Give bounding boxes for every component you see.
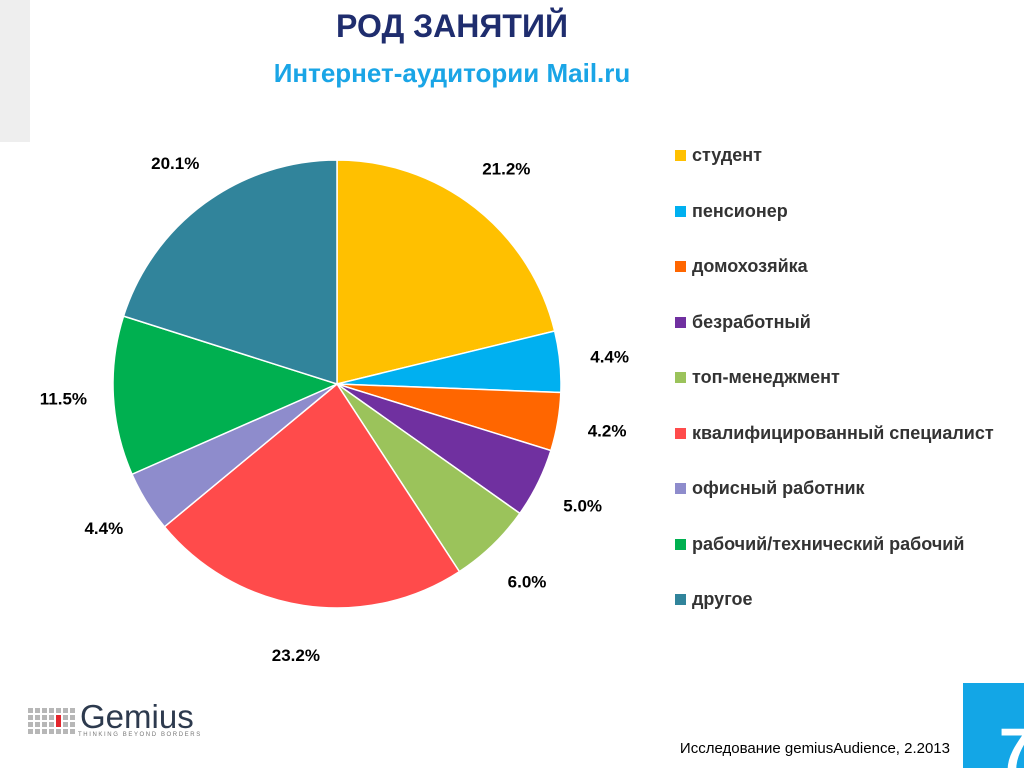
data-label-8: 20.1%: [151, 154, 199, 173]
data-label-4: 6.0%: [508, 572, 547, 591]
pie-slice-5: [163, 382, 461, 609]
page-subtitle: Интернет-аудитории Mail.ru: [273, 58, 631, 88]
gemius-logo-icon: [28, 708, 75, 734]
data-label-0: 21.2%: [482, 160, 530, 179]
legend-label-1: пенсионер: [692, 200, 788, 221]
legend-item-5: квалифицированный специалист: [675, 423, 1020, 479]
page-number-box: 7: [963, 683, 1024, 768]
legend-label-2: домохозяйка: [692, 256, 808, 276]
data-label-6: 4.4%: [84, 519, 123, 538]
legend-swatch-8: [675, 594, 686, 605]
legend-item-3: безработный: [675, 312, 1020, 368]
legend-swatch-5: [675, 427, 686, 439]
legend-label-5: квалифицированный специалист: [692, 422, 994, 443]
data-label-1: 4.4%: [590, 348, 629, 367]
pie-slice-7: [112, 315, 340, 476]
legend-swatch-6: [675, 483, 686, 494]
logo-tagline: THINKING BEYOND BORDERS: [78, 732, 202, 738]
legend-swatch-4: [675, 372, 686, 383]
legend-label-7: рабочий/технический рабочий: [692, 533, 965, 554]
legend-swatch-1: [675, 205, 686, 217]
legend-item-7: рабочий/технический рабочий: [675, 534, 1020, 590]
data-label-7: 11.5%: [40, 390, 87, 409]
legend-item-0: студент: [675, 145, 1020, 201]
legend-swatch-2: [675, 261, 686, 272]
chart-legend: студент пенсионер домохозяйка безработный то…: [675, 145, 1020, 645]
legend-item-1: пенсионер: [675, 201, 1020, 257]
legend-swatch-0: [675, 150, 686, 161]
legend-item-8: другое: [675, 589, 1020, 645]
data-label-5: 23.2%: [272, 646, 320, 665]
legend-swatch-7: [675, 538, 686, 550]
logo-wordmark: Gemius: [80, 698, 194, 735]
legend-item-4: топ-менеджмент: [675, 367, 1020, 423]
pie-slice-0: [336, 159, 556, 385]
gemius-logo: Gemius THINKING BEYOND BORDERS: [28, 698, 200, 740]
page-number: 7: [999, 716, 1024, 768]
data-label-2: 4.2%: [588, 421, 627, 440]
pie-chart: 21.2% 4.4% 4.2% 5.0% 6.0% 23.2% 4.4% 11.5% 20.1%: [40, 154, 629, 665]
pie-slice-8: [122, 159, 338, 386]
data-label-3: 5.0%: [563, 496, 602, 515]
legend-swatch-3: [675, 316, 686, 328]
legend-label-8: другое: [692, 589, 753, 609]
legend-item-2: домохозяйка: [675, 256, 1020, 312]
source-note: Исследование gemiusAudience, 2.2013: [679, 740, 950, 757]
page-title: РОД ЗАНЯТИЙ: [336, 8, 568, 44]
legend-label-0: студент: [692, 145, 762, 165]
corner-shade: [0, 0, 30, 142]
legend-label-4: топ-менеджмент: [692, 367, 840, 387]
legend-label-6: офисный работник: [692, 478, 865, 498]
legend-item-6: офисный работник: [675, 478, 1020, 534]
legend-label-3: безработный: [692, 311, 811, 332]
